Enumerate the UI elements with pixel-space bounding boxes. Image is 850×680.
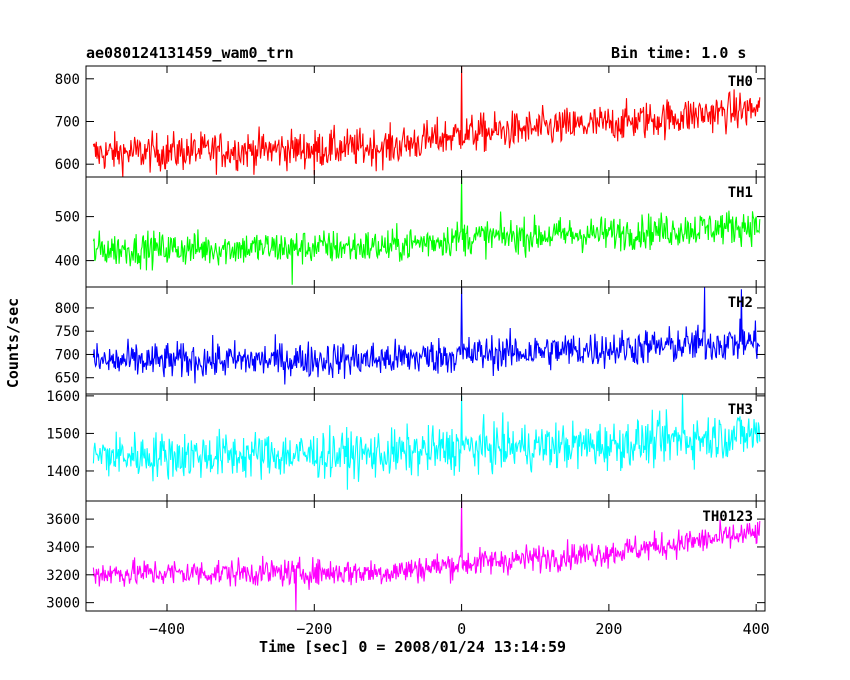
y-axis-label: Counts/sec: [4, 297, 23, 389]
x-axis-label: Time [sec] 0 = 2008/01/24 13:14:59: [259, 638, 567, 656]
y-tick-label: 3600: [46, 512, 80, 528]
y-tick-label: 3000: [46, 596, 80, 612]
x-tick-label: 200: [595, 620, 622, 638]
panel-frame: [85, 286, 766, 395]
y-tick-label: 700: [55, 115, 80, 131]
panel-frame: [85, 65, 766, 178]
y-tick-label: 700: [55, 347, 80, 363]
panel-frame: [85, 500, 766, 612]
y-tick-label: 600: [55, 157, 80, 173]
series-line-th0: [92, 66, 761, 177]
panel-th2: 650 700 750 800 TH2: [55, 286, 766, 395]
y-tick-label: 1400: [46, 464, 80, 480]
y-tick-label: 400: [55, 254, 80, 270]
panels-group: 600 700 800 TH0 400 500 TH1 650 700 750 800 TH2 1400…: [46, 65, 766, 612]
y-tick-label: 800: [55, 301, 80, 317]
panel-th3: 1400 1500 1600 TH3: [46, 389, 766, 502]
y-tick-label: 1600: [46, 389, 80, 405]
x-tick-label: −400: [149, 620, 185, 638]
x-tick-label: 400: [743, 620, 770, 638]
series-line-th0123: [92, 501, 761, 611]
panel-th0: 600 700 800 TH0: [55, 65, 766, 178]
panel-th1: 400 500 TH1: [55, 176, 766, 288]
y-tick-label: 1500: [46, 426, 80, 442]
x-tick-label: −200: [296, 620, 332, 638]
x-tick-label: 0: [457, 620, 466, 638]
y-tick-label: 750: [55, 324, 80, 340]
chart-title: ae080124131459_wam0_trn: [86, 44, 294, 62]
series-label-th2: TH2: [728, 295, 753, 311]
y-tick-label: 500: [55, 210, 80, 226]
bin-time-label: Bin time: 1.0 s: [611, 44, 747, 62]
series-line-th1: [92, 177, 761, 285]
series-label-th1: TH1: [728, 185, 753, 201]
series-line-th3: [92, 394, 761, 490]
series-label-th0123: TH0123: [702, 509, 753, 525]
y-tick-label: 3400: [46, 540, 80, 556]
y-tick-label: 800: [55, 72, 80, 88]
x-axis: −400 −200 0 200 400: [149, 620, 770, 638]
panel-th0123: 3000 3200 3400 3600 TH0123: [46, 500, 766, 612]
series-label-th3: TH3: [728, 402, 753, 418]
series-line-th2: [92, 287, 761, 385]
y-tick-label: 650: [55, 371, 80, 387]
y-tick-label: 3200: [46, 568, 80, 584]
series-label-th0: TH0: [728, 74, 753, 90]
